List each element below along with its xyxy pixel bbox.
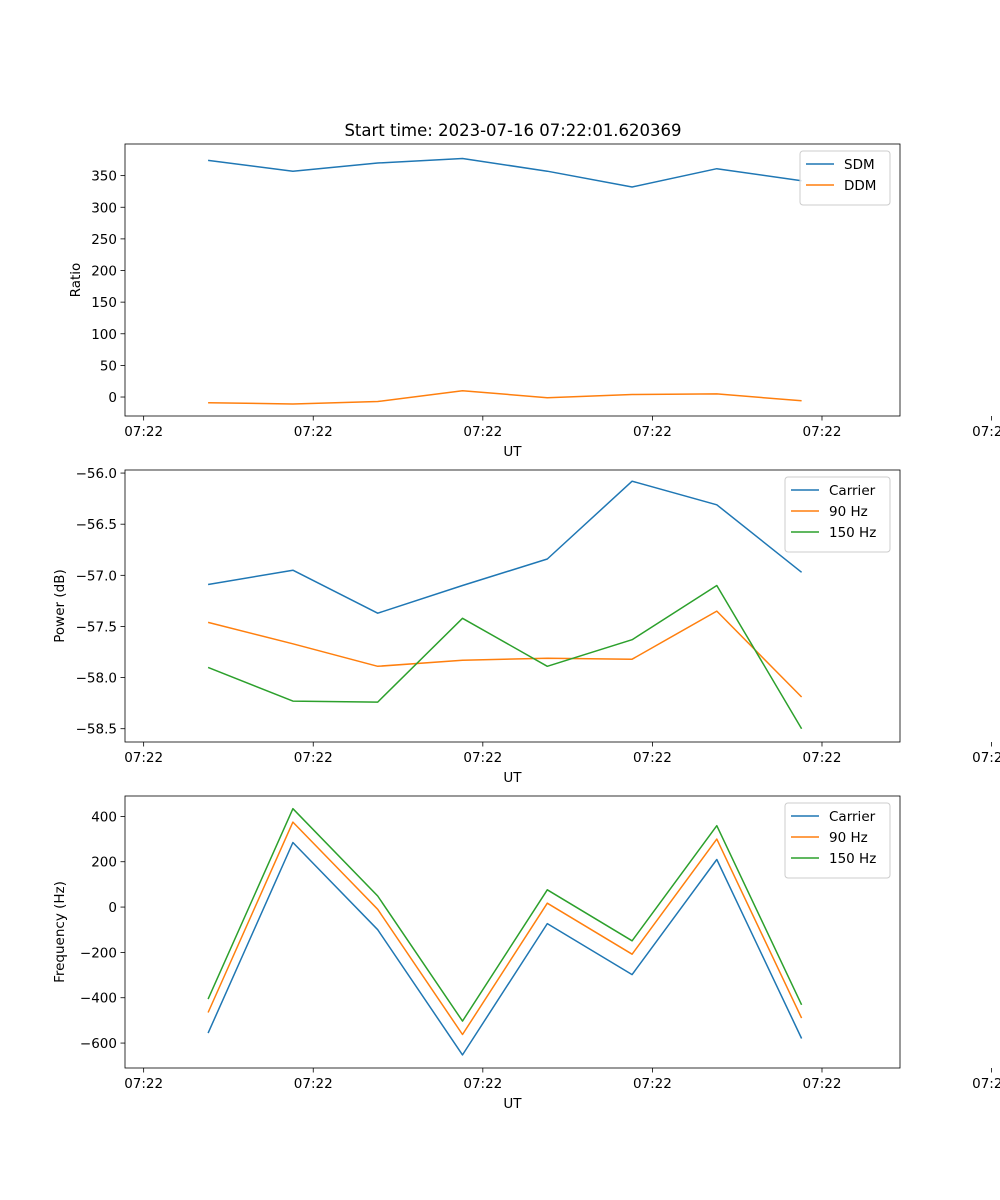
legend: Carrier 90 Hz 150 Hz — [784, 802, 891, 879]
y-axis-label: Power (dB) — [52, 569, 68, 642]
x-tick-label: 07:22 — [803, 1076, 842, 1092]
y-axis-label: Ratio — [68, 263, 84, 298]
series-line-ddm — [208, 389, 802, 405]
x-tick-label: 07:22 — [124, 424, 163, 440]
y-tick-label: −56.5 — [76, 517, 117, 533]
y-tick-label: −600 — [80, 1036, 117, 1052]
x-tick-label: 07:22 — [803, 424, 842, 440]
legend-label: DDM — [844, 178, 876, 194]
x-tick-label: 07:22 — [972, 1076, 1000, 1092]
y-tick-label: −58.5 — [76, 722, 117, 738]
series-line-150-hz — [207, 584, 803, 730]
x-tick-label: 07:22 — [633, 750, 672, 766]
x-tick-label: 07:22 — [294, 1076, 333, 1092]
legend-label: 90 Hz — [829, 504, 868, 520]
series-line-90-hz — [207, 610, 803, 698]
series-line-150-hz — [207, 807, 803, 1022]
x-tick-label: 07:22 — [633, 424, 672, 440]
y-tick-label: 300 — [91, 200, 117, 216]
legend-box — [784, 476, 891, 553]
x-tick-label: 07:22 — [803, 750, 842, 766]
y-tick-label: 350 — [91, 169, 117, 185]
legend-label: Carrier — [829, 809, 876, 825]
y-tick-label: −57.0 — [76, 568, 117, 584]
y-tick-label: 100 — [91, 327, 117, 343]
series-line-carrier — [207, 480, 803, 614]
x-tick-label: 07:22 — [972, 750, 1000, 766]
panel-1: 07:2207:2207:2207:2207:2207:2207:2305010… — [68, 143, 1000, 460]
series-line-90-hz — [207, 821, 803, 1036]
x-tick-label: 07:22 — [124, 750, 163, 766]
y-tick-label: 200 — [91, 855, 117, 871]
series-line-sdm — [208, 157, 802, 188]
series-line-carrier — [207, 841, 803, 1056]
legend-label: SDM — [844, 157, 875, 173]
x-axis-label: UT — [503, 770, 522, 786]
x-tick-label: 07:22 — [633, 1076, 672, 1092]
x-tick-label: 07:22 — [972, 424, 1000, 440]
x-tick-label: 07:22 — [463, 750, 502, 766]
y-tick-label: −57.5 — [76, 619, 117, 635]
panel-3: 07:2207:2207:2207:2207:2207:2207:2340020… — [52, 795, 1000, 1112]
legend: SDM DDM — [799, 150, 891, 206]
axes-frame — [124, 469, 901, 743]
x-axis-label: UT — [503, 444, 522, 460]
x-tick-label: 07:22 — [294, 750, 333, 766]
y-tick-label: −56.0 — [76, 466, 117, 482]
x-tick-label: 07:22 — [463, 424, 502, 440]
x-tick-label: 07:22 — [463, 1076, 502, 1092]
axes-frame — [124, 795, 901, 1069]
y-tick-label: 200 — [91, 264, 117, 280]
y-tick-label: −200 — [80, 945, 117, 961]
legend-label: 150 Hz — [829, 851, 876, 867]
legend-box — [784, 802, 891, 879]
legend: Carrier 90 Hz 150 Hz — [784, 476, 891, 553]
x-axis-label: UT — [503, 1096, 522, 1112]
y-tick-label: 150 — [91, 295, 117, 311]
y-tick-label: 0 — [108, 900, 117, 916]
y-tick-label: −58.0 — [76, 671, 117, 687]
y-tick-label: 0 — [108, 390, 117, 406]
x-tick-label: 07:22 — [124, 1076, 163, 1092]
x-tick-label: 07:22 — [294, 424, 333, 440]
figure-title: Start time: 2023-07-16 07:22:01.620369 — [344, 121, 681, 140]
legend-label: 90 Hz — [829, 830, 868, 846]
y-tick-label: −400 — [80, 991, 117, 1007]
y-axis-label: Frequency (Hz) — [52, 881, 68, 983]
legend-label: Carrier — [829, 483, 876, 499]
axes-frame — [124, 143, 901, 417]
legend-label: 150 Hz — [829, 525, 876, 541]
panel-2: 07:2207:2207:2207:2207:2207:2207:23−56.0… — [52, 466, 1000, 786]
y-tick-label: 50 — [100, 358, 117, 374]
y-tick-label: 400 — [91, 809, 117, 825]
y-tick-label: 250 — [91, 232, 117, 248]
